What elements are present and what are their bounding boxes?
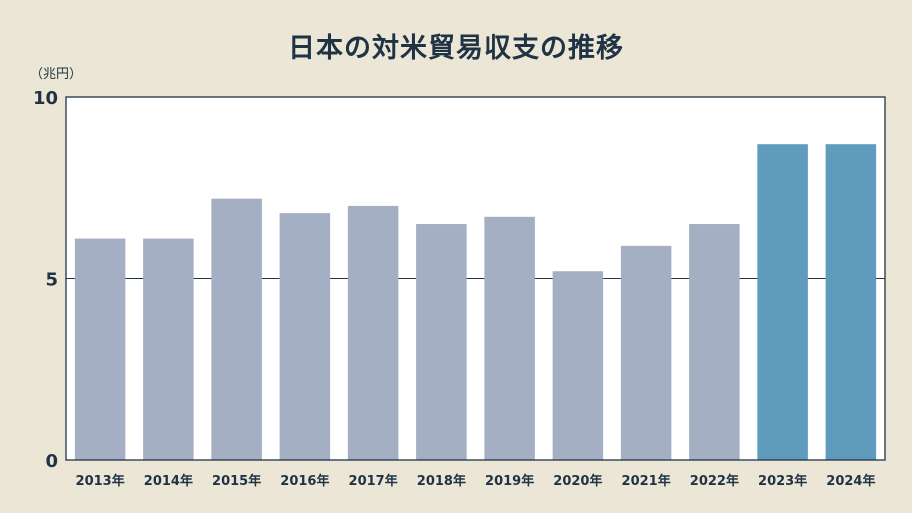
bar-2015年	[211, 198, 262, 460]
bar-2013年	[74, 238, 126, 460]
bar-2020年	[552, 271, 604, 460]
y-tick-label: 10	[33, 88, 58, 109]
x-tick-label: 2018年	[417, 473, 466, 489]
y-axis-unit-label: （兆円）	[30, 67, 83, 82]
x-tick-label: 2020年	[553, 473, 602, 489]
x-tick-label: 2014年	[144, 473, 193, 489]
x-tick-label: 2016年	[280, 473, 329, 489]
bar-2021年	[620, 245, 672, 460]
bar-2024年	[825, 144, 877, 460]
x-tick-label: 2023年	[758, 473, 807, 489]
x-tick-label: 2017年	[349, 473, 398, 489]
bar-2023年	[757, 144, 808, 460]
bar-2014年	[143, 238, 194, 460]
plot-frame	[65, 96, 886, 461]
bar-2016年	[279, 213, 331, 460]
x-tick-label: 2019年	[485, 473, 534, 489]
bar-2018年	[416, 224, 467, 460]
bar-2017年	[347, 205, 399, 460]
y-tick-label: 0	[45, 451, 58, 472]
y-tick-label: 5	[45, 270, 58, 291]
x-tick-label: 2015年	[212, 473, 261, 489]
chart-title: 日本の対米貿易収支の推移	[288, 33, 624, 64]
bar-2019年	[484, 216, 535, 460]
bar-2022年	[689, 224, 740, 460]
x-tick-label: 2013年	[76, 473, 125, 489]
x-tick-label: 2022年	[690, 473, 739, 489]
x-tick-label: 2024年	[826, 473, 875, 489]
x-tick-label: 2021年	[622, 473, 671, 489]
